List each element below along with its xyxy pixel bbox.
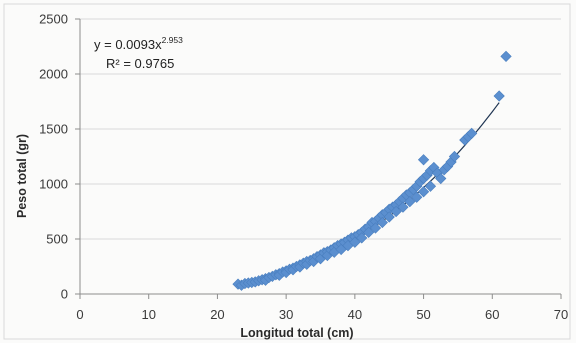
y-tick-label: 1500: [39, 122, 68, 137]
data-point: [466, 127, 478, 140]
data-point: [493, 90, 505, 102]
x-tick-label: 50: [416, 307, 430, 322]
y-tick-label: 0: [61, 287, 68, 302]
data-point: [417, 154, 430, 166]
data-point: [417, 186, 430, 198]
x-tick-label: 10: [141, 307, 155, 322]
trendline: [237, 102, 500, 284]
r-squared: R² = 0.9765: [106, 56, 174, 71]
x-tick-label: 60: [485, 307, 499, 322]
data-point: [356, 232, 368, 244]
y-tick-label: 500: [46, 232, 68, 247]
data-point: [397, 201, 409, 213]
x-tick-label: 40: [348, 307, 362, 322]
plot-area-border: [3, 3, 571, 340]
data-point: [390, 205, 402, 218]
data-point: [369, 222, 382, 234]
data-point: [435, 172, 447, 185]
x-axis-title: Longitud total (cm): [240, 326, 353, 340]
trendline-exponent: 2.953: [162, 35, 184, 45]
y-tick-label: 2000: [39, 67, 68, 82]
data-point: [362, 226, 375, 239]
data-point: [500, 50, 512, 63]
data-point: [349, 236, 361, 248]
x-tick-label: 20: [210, 307, 224, 322]
y-axis-title: Peso total (gr): [15, 134, 29, 218]
x-tick-label: 30: [279, 307, 293, 322]
axes: [75, 18, 562, 299]
x-tick-label: 0: [76, 307, 83, 322]
x-tick-label: 70: [554, 307, 568, 322]
data-points: [232, 50, 512, 291]
data-point: [424, 180, 437, 192]
data-point: [376, 216, 388, 229]
data-point: [404, 195, 416, 208]
y-tick-label: 1000: [39, 177, 68, 192]
trendline-equation: y = 0.0093x2.953: [94, 35, 183, 52]
grid-lines: [80, 18, 561, 240]
data-point: [448, 150, 461, 163]
tick-labels: 0 500 1000 1500 2000 2500 0 10 20 30 40 50 60 70: [39, 12, 568, 323]
data-point: [411, 191, 423, 203]
y-tick-label: 2500: [39, 12, 68, 27]
data-point: [383, 211, 395, 223]
